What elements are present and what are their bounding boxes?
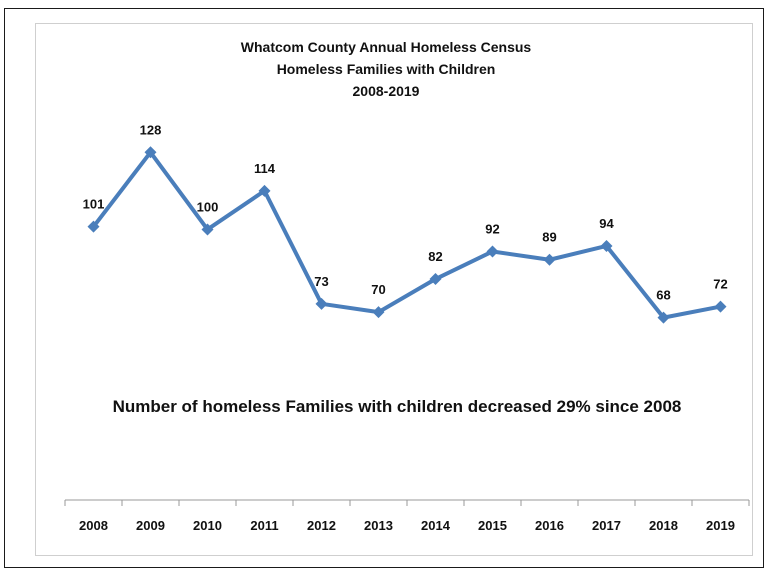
- data-label: 73: [314, 274, 328, 289]
- data-label: 100: [197, 199, 219, 214]
- x-tick-label: 2016: [535, 518, 564, 533]
- data-point-marker: [714, 300, 727, 313]
- x-tick-label: 2019: [706, 518, 735, 533]
- data-point-marker: [315, 297, 328, 310]
- x-tick-label: 2015: [478, 518, 507, 533]
- chart-year-range: 2008-2019: [353, 83, 420, 99]
- x-tick-label: 2018: [649, 518, 678, 533]
- data-point-marker: [201, 223, 214, 236]
- data-point-marker: [543, 253, 556, 266]
- chart-title: Whatcom County Annual Homeless Census: [241, 39, 532, 55]
- data-label: 82: [428, 249, 442, 264]
- data-label: 101: [83, 197, 105, 212]
- data-label: 92: [485, 221, 499, 236]
- x-tick-label: 2017: [592, 518, 621, 533]
- data-point-marker: [657, 311, 670, 324]
- data-label: 114: [254, 161, 276, 176]
- data-point-marker: [600, 239, 613, 252]
- data-label: 70: [371, 282, 385, 297]
- data-point-marker: [372, 306, 385, 319]
- data-point-marker: [486, 245, 499, 258]
- data-label: 72: [713, 277, 727, 292]
- chart-annotation: Number of homeless Families with childre…: [113, 397, 682, 416]
- data-label: 89: [542, 230, 556, 245]
- x-tick-label: 2010: [193, 518, 222, 533]
- chart-area: [35, 23, 753, 556]
- data-label: 68: [656, 288, 670, 303]
- data-point-marker: [144, 146, 157, 159]
- series-line: [91, 150, 723, 320]
- data-label: 128: [140, 122, 162, 137]
- x-tick-label: 2014: [421, 518, 451, 533]
- x-tick-label: 2013: [364, 518, 393, 533]
- chart-subtitle: Homeless Families with Children: [277, 61, 496, 77]
- data-label: 94: [599, 216, 614, 231]
- chart-frame: [4, 8, 764, 568]
- data-point-marker: [429, 273, 442, 286]
- x-tick-label: 2008: [79, 518, 108, 533]
- x-tick-label: 2011: [250, 518, 278, 533]
- data-point-marker: [258, 184, 271, 197]
- x-tick-label: 2009: [136, 518, 165, 533]
- data-point-marker: [87, 220, 100, 233]
- x-tick-label: 2012: [307, 518, 336, 533]
